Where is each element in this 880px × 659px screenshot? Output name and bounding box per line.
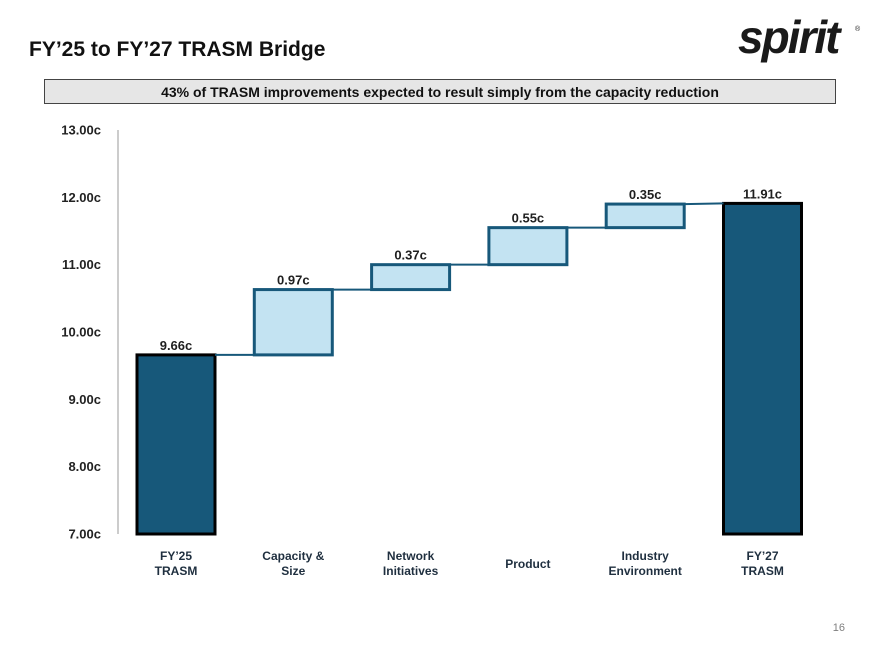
category-label: TRASM — [741, 564, 784, 578]
delta-bar — [254, 290, 332, 355]
total-bar — [724, 203, 802, 534]
y-tick-label: 9.00c — [68, 392, 101, 407]
category-label: Environment — [609, 564, 682, 578]
waterfall-chart: 13.00c 12.00c 11.00c 10.00c 9.00c 8.00c 7.00c 9… — [0, 0, 880, 659]
data-label: 0.37c — [394, 248, 427, 263]
y-tick-label: 11.00c — [62, 257, 101, 272]
category-label: FY’25 — [160, 549, 192, 563]
delta-bar — [372, 265, 450, 290]
category-label: Initiatives — [383, 564, 439, 578]
category-label: TRASM — [155, 564, 198, 578]
data-label: 0.35c — [629, 187, 662, 202]
page-number: 16 — [833, 622, 845, 634]
data-label: 0.55c — [512, 211, 545, 226]
delta-bar — [489, 228, 567, 265]
category-label: FY’27 — [746, 549, 778, 563]
y-tick-label: 12.00c — [61, 190, 101, 205]
category-label: Industry — [622, 549, 670, 563]
y-tick-label: 8.00c — [68, 459, 101, 474]
y-tick-label: 10.00c — [61, 325, 101, 340]
category-label: Network — [387, 549, 435, 563]
data-label: 11.91c — [743, 186, 782, 201]
category-label: Capacity & — [262, 549, 324, 563]
total-bar — [137, 355, 215, 534]
connector-line — [684, 203, 723, 204]
data-label: 0.97c — [277, 273, 310, 288]
y-tick-label: 7.00c — [68, 527, 101, 542]
category-label: Product — [505, 557, 550, 571]
category-label: Size — [281, 564, 305, 578]
data-label: 9.66c — [160, 338, 193, 353]
y-tick-label: 13.00c — [61, 123, 101, 138]
delta-bar — [606, 204, 684, 228]
